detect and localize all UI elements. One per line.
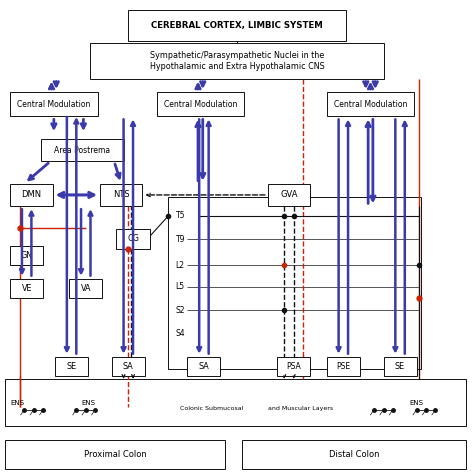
Text: Central Modulation: Central Modulation [17,100,91,109]
Text: S2: S2 [175,306,185,315]
Text: PSE: PSE [336,362,350,371]
FancyBboxPatch shape [128,10,346,41]
FancyBboxPatch shape [277,356,310,376]
Text: Area Postrema: Area Postrema [54,146,110,155]
FancyBboxPatch shape [69,279,102,299]
Text: Sympathetic/Parasympathetic Nuclei in the
Hypothalamic and Extra Hypothalamic CN: Sympathetic/Parasympathetic Nuclei in th… [150,51,324,71]
Text: Colonic Submucosal: Colonic Submucosal [180,406,244,410]
Text: PSA: PSA [286,362,301,371]
FancyBboxPatch shape [268,183,310,206]
FancyBboxPatch shape [168,197,421,369]
FancyBboxPatch shape [156,92,244,117]
Text: L5: L5 [175,282,185,291]
FancyBboxPatch shape [41,139,124,161]
Text: T5: T5 [175,211,185,220]
Text: T9: T9 [175,235,185,244]
Text: Central Modulation: Central Modulation [164,100,237,109]
FancyBboxPatch shape [10,246,43,265]
FancyBboxPatch shape [112,356,145,376]
Text: Distal Colon: Distal Colon [329,450,380,459]
Text: GVA: GVA [280,191,298,200]
Text: ENS: ENS [81,401,95,406]
Text: SE: SE [66,362,77,371]
FancyBboxPatch shape [383,356,417,376]
Text: S4: S4 [175,329,185,338]
FancyBboxPatch shape [10,279,43,299]
Text: CG: CG [127,234,139,243]
Text: NTS: NTS [113,191,129,200]
Text: SE: SE [395,362,405,371]
Text: SA: SA [123,362,134,371]
Text: Central Modulation: Central Modulation [334,100,407,109]
Text: VA: VA [81,284,91,293]
FancyBboxPatch shape [100,183,143,206]
FancyBboxPatch shape [187,356,220,376]
FancyBboxPatch shape [5,379,466,426]
Text: ENS: ENS [10,401,24,406]
Text: CEREBRAL CORTEX, LIMBIC SYSTEM: CEREBRAL CORTEX, LIMBIC SYSTEM [151,21,323,30]
FancyBboxPatch shape [327,356,360,376]
FancyBboxPatch shape [5,440,225,469]
FancyBboxPatch shape [91,43,383,79]
FancyBboxPatch shape [10,92,98,117]
Text: ENS: ENS [410,401,424,406]
Text: VE: VE [21,284,32,293]
Text: L2: L2 [175,261,184,270]
Text: SA: SA [199,362,210,371]
Text: and Muscular Layers: and Muscular Layers [268,406,333,410]
FancyBboxPatch shape [55,356,88,376]
Text: DMN: DMN [21,191,42,200]
FancyBboxPatch shape [117,229,150,249]
FancyBboxPatch shape [10,183,53,206]
FancyBboxPatch shape [327,92,414,117]
FancyBboxPatch shape [242,440,466,469]
Text: GN: GN [21,251,33,260]
Text: Proximal Colon: Proximal Colon [84,450,147,459]
